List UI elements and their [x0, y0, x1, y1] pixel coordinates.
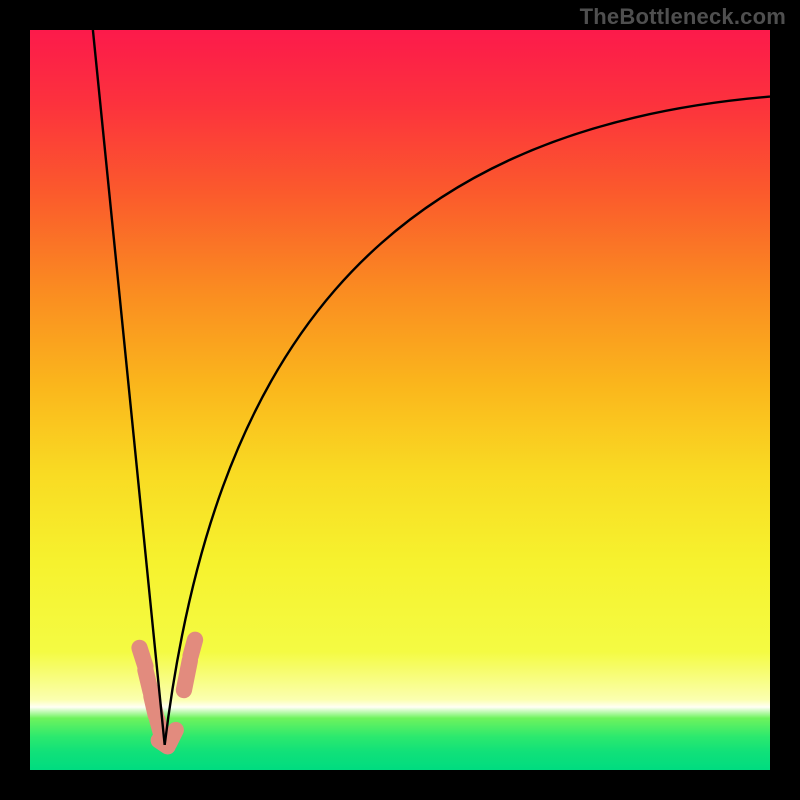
trough-marker	[184, 660, 190, 690]
watermark-text: TheBottleneck.com	[580, 4, 786, 30]
trough-marker	[191, 640, 195, 656]
bottleneck-chart	[0, 0, 800, 800]
trough-marker	[169, 730, 176, 743]
chart-frame: TheBottleneck.com	[0, 0, 800, 800]
